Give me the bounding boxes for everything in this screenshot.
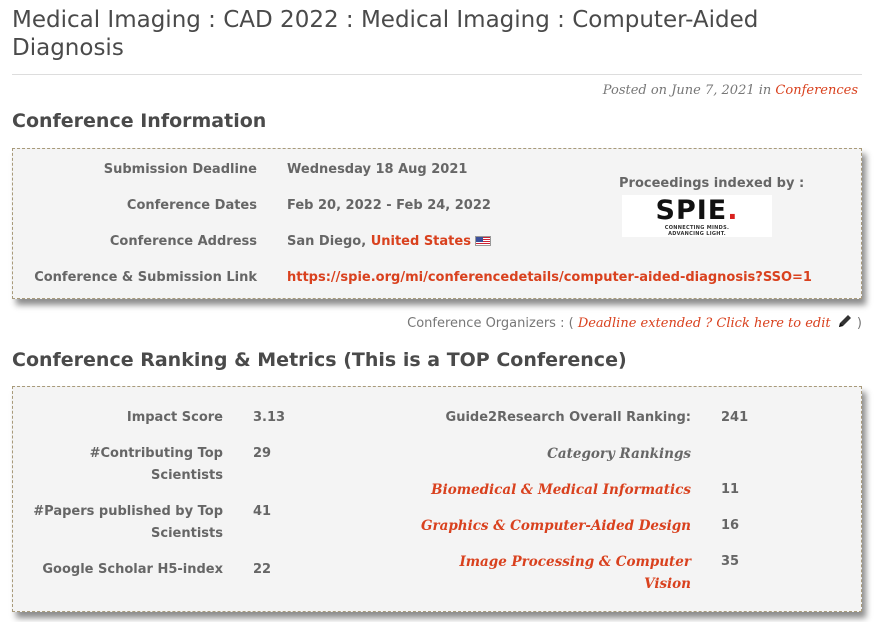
category-biomedical-value: 11	[721, 482, 740, 497]
papers-published-label: #Papers published by Top Scientists	[33, 504, 223, 541]
category-rankings-heading: Category Rankings	[547, 446, 691, 462]
impact-score-value: 3.13	[253, 410, 286, 425]
posted-in: in	[758, 83, 772, 98]
title-divider	[12, 74, 862, 75]
spie-logo-word: SPIE	[655, 195, 728, 226]
category-link[interactable]: Conferences	[775, 83, 858, 98]
edit-deadline-link[interactable]: Deadline extended ? Click here to edit	[577, 316, 831, 331]
organizers-label: Conference Organizers :	[407, 316, 565, 331]
conference-organizers: Conference Organizers : ( Deadline exten…	[407, 313, 862, 333]
ranking-heading: Conference Ranking & Metrics (This is a …	[12, 349, 627, 371]
address-country-link[interactable]: United States	[370, 234, 471, 249]
ranking-box: Impact Score 3.13 #Contributing Top Scien…	[12, 386, 862, 612]
conference-info-heading: Conference Information	[12, 110, 267, 132]
conference-dates-value: Feb 20, 2022 - Feb 24, 2022	[287, 198, 491, 213]
post-meta: Posted on June 7, 2021 in Conferences	[603, 83, 858, 98]
category-graphics-link[interactable]: Graphics & Computer-Aided Design	[420, 518, 691, 534]
submission-deadline-value: Wednesday 18 Aug 2021	[287, 162, 468, 177]
posted-prefix: Posted on	[602, 83, 668, 98]
us-flag-icon	[474, 236, 491, 246]
overall-ranking-label: Guide2Research Overall Ranking:	[445, 410, 691, 425]
page-title: Medical Imaging : CAD 2022 : Medical Ima…	[12, 7, 759, 61]
pencil-icon[interactable]	[837, 313, 853, 333]
proceedings-label: Proceedings indexed by :	[619, 176, 805, 191]
submission-link[interactable]: https://spie.org/mi/conferencedetails/co…	[287, 270, 812, 285]
conference-address-value: San Diego, United States	[287, 234, 491, 249]
conference-dates-label: Conference Dates	[126, 198, 257, 213]
category-image-processing-link[interactable]: Image Processing & Computer Vision	[459, 554, 691, 592]
category-biomedical-link[interactable]: Biomedical & Medical Informatics	[431, 482, 691, 498]
overall-ranking-value: 241	[721, 410, 749, 425]
organizers-close-paren: )	[856, 316, 862, 331]
contributing-scientists-label: #Contributing Top Scientists	[89, 446, 223, 483]
conference-address-label: Conference Address	[109, 234, 257, 249]
submission-link-label: Conference & Submission Link	[34, 270, 257, 285]
spie-logo[interactable]: SPIE. CONNECTING MINDS. ADVANCING LIGHT.	[622, 195, 772, 237]
category-graphics-value: 16	[721, 518, 740, 533]
spie-tagline-1: CONNECTING MINDS.	[664, 225, 730, 231]
impact-score-label: Impact Score	[126, 410, 223, 425]
submission-deadline-label: Submission Deadline	[103, 162, 257, 177]
posted-date: June 7, 2021	[671, 83, 755, 98]
category-image-processing-value: 35	[721, 554, 740, 569]
spie-tagline-2: ADVANCING LIGHT.	[668, 231, 726, 237]
spie-logo-dot: .	[727, 195, 739, 226]
conference-info-box: Submission Deadline Wednesday 18 Aug 202…	[12, 148, 862, 299]
h5-index-value: 22	[253, 562, 272, 577]
organizers-open-paren: (	[568, 316, 574, 331]
contributing-scientists-value: 29	[253, 446, 272, 461]
address-city: San Diego,	[287, 234, 367, 249]
h5-index-label: Google Scholar H5-index	[42, 562, 223, 577]
papers-published-value: 41	[253, 504, 272, 519]
